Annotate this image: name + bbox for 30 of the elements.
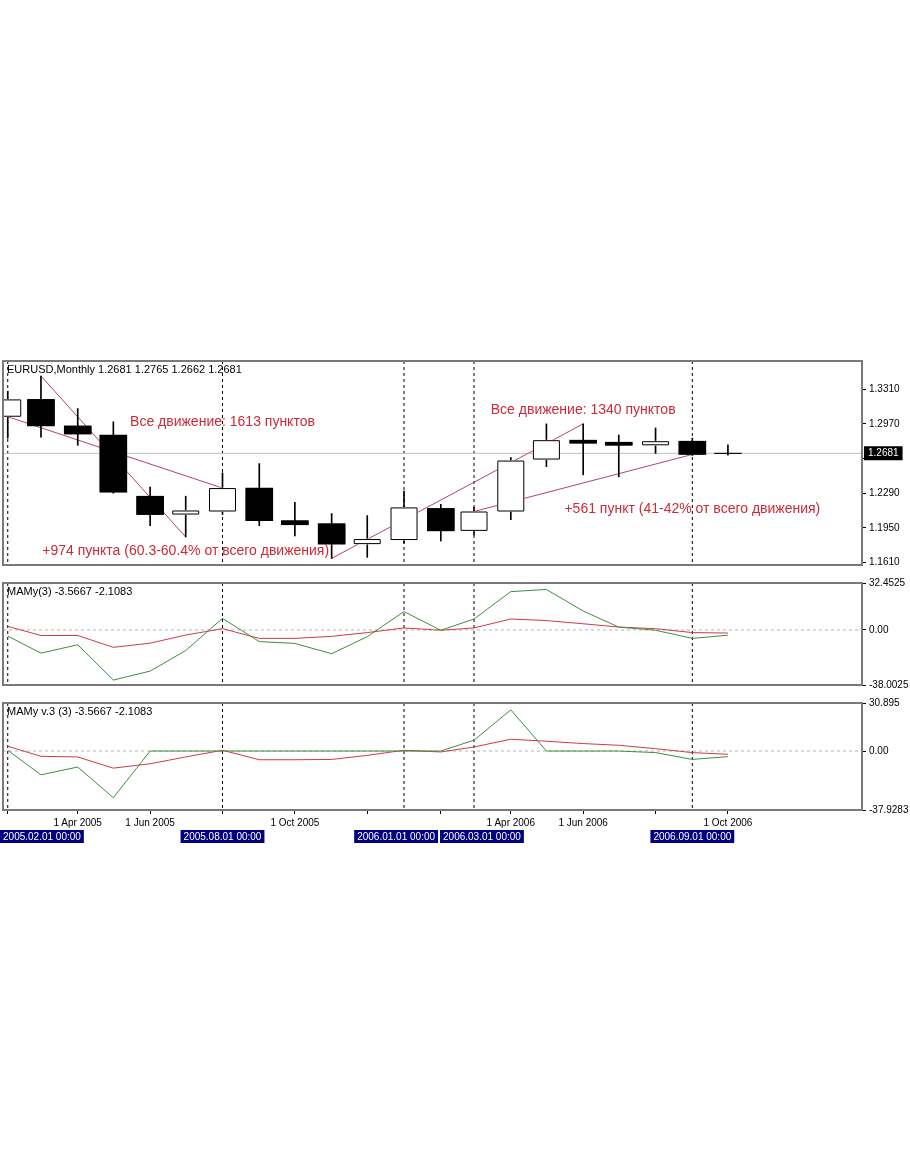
ref-line-label: 2005.02.01 00:00 bbox=[3, 830, 82, 842]
y-tick-label: 0.00 bbox=[869, 623, 889, 635]
y-tick-label: -38.0025 bbox=[869, 678, 909, 690]
y-tick-label: 1.2290 bbox=[869, 486, 901, 498]
annotation: +561 пункт (41-42% от всего движения) bbox=[564, 500, 821, 517]
x-tick-label: 1 Oct 2006 bbox=[703, 816, 753, 828]
y-tick-label: 0.00 bbox=[869, 744, 889, 756]
chart-title: MAMy(3) -3.5667 -2.1083 bbox=[7, 585, 133, 598]
x-tick-label: 1 Apr 2005 bbox=[53, 816, 103, 828]
y-tick-label: 30.895 bbox=[869, 696, 901, 708]
chart-title: MAMy v.3 (3) -3.5667 -2.1083 bbox=[7, 705, 153, 718]
y-tick-label: 1.2970 bbox=[869, 417, 901, 429]
y-tick-label: 32.4525 bbox=[869, 576, 906, 588]
ref-line-label: 2006.01.01 00:00 bbox=[357, 830, 436, 842]
x-tick-label: 1 Apr 2006 bbox=[486, 816, 536, 828]
ref-line-label: 2006.03.01 00:00 bbox=[443, 830, 522, 842]
annotation: Все движение: 1613 пунктов bbox=[130, 413, 315, 430]
x-tick-label: 1 Jun 2006 bbox=[558, 816, 609, 828]
chart-title: EURUSD,Monthly 1.2681 1.2765 1.2662 1.2681 bbox=[7, 363, 242, 376]
ref-line-label: 2006.09.01 00:00 bbox=[653, 830, 732, 842]
ref-line-label: 1.2681 bbox=[868, 447, 900, 459]
x-tick-label: 1 Oct 2005 bbox=[270, 816, 320, 828]
y-tick-label: 1.1610 bbox=[869, 556, 901, 568]
y-tick-label: 1.3310 bbox=[869, 382, 901, 394]
annotation: +974 пункта (60.3-60.4% от всего движения) bbox=[42, 542, 330, 559]
annotation: Все движение: 1340 пунктов bbox=[490, 401, 676, 418]
ref-line-label: 2005.08.01 00:00 bbox=[183, 830, 262, 842]
x-tick-label: 1 Jun 2005 bbox=[125, 816, 176, 828]
y-tick-label: -37.9283 bbox=[869, 803, 909, 815]
y-tick-label: 1.1950 bbox=[869, 521, 901, 533]
